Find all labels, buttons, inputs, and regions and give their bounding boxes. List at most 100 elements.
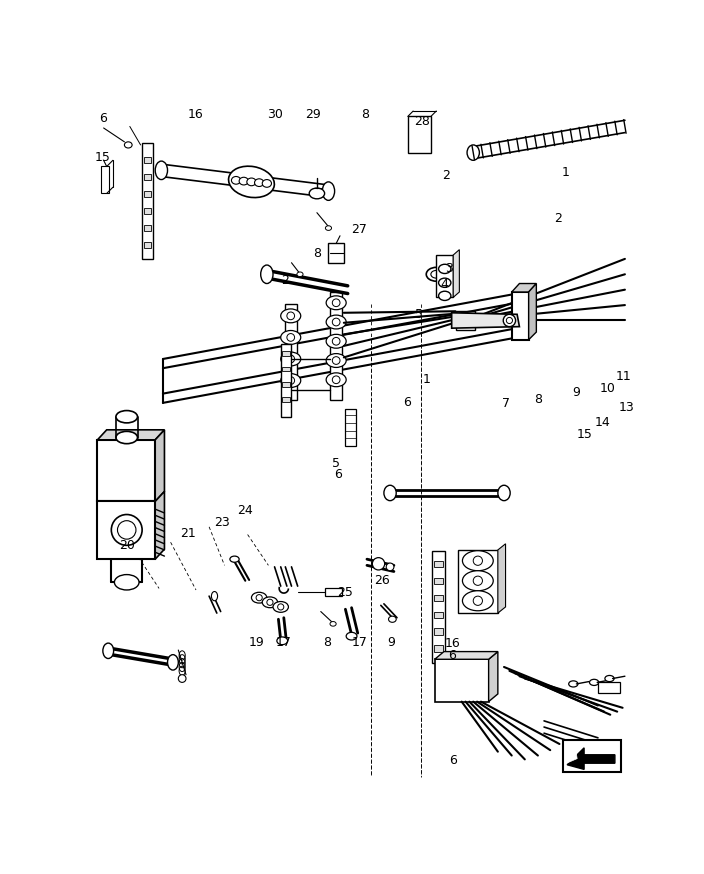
Circle shape [503,315,515,327]
Ellipse shape [260,265,273,283]
Ellipse shape [309,188,325,198]
Bar [455,311,474,330]
Ellipse shape [330,621,337,626]
Text: 26: 26 [375,574,390,587]
Text: 17: 17 [276,636,291,649]
Ellipse shape [326,354,346,367]
Ellipse shape [168,655,178,670]
Ellipse shape [325,225,332,231]
Circle shape [287,334,294,341]
Ellipse shape [431,270,441,278]
Text: 2: 2 [554,212,562,225]
Circle shape [287,377,294,385]
Text: 17: 17 [351,636,367,649]
Text: 14: 14 [595,416,610,429]
Polygon shape [567,754,577,763]
Ellipse shape [116,411,137,423]
Polygon shape [434,652,498,659]
Ellipse shape [155,161,168,179]
Ellipse shape [326,373,346,386]
Text: 21: 21 [180,527,196,540]
Bar [144,157,151,163]
Bar [282,398,290,402]
Text: 4: 4 [440,278,448,291]
Text: 7: 7 [501,397,510,410]
Bar [346,409,356,446]
Text: 6: 6 [449,754,457,767]
Circle shape [267,600,273,606]
Ellipse shape [605,676,614,682]
Text: 15: 15 [577,428,593,441]
Text: 16: 16 [188,108,204,121]
Polygon shape [512,283,536,292]
Polygon shape [498,544,505,613]
Ellipse shape [116,432,137,444]
Text: 19: 19 [249,636,264,649]
Circle shape [332,318,340,326]
Ellipse shape [589,679,598,685]
Polygon shape [512,292,529,340]
Text: 8: 8 [534,393,542,406]
Ellipse shape [326,295,346,309]
Text: 3: 3 [446,261,453,274]
Bar [144,191,151,198]
Bar [330,292,342,399]
Ellipse shape [103,643,113,658]
Ellipse shape [439,291,451,301]
Polygon shape [452,313,520,328]
Bar [434,612,444,618]
Ellipse shape [114,574,139,590]
Ellipse shape [326,316,346,329]
Text: 25: 25 [337,586,353,599]
Text: 30: 30 [267,108,282,121]
Text: 6: 6 [334,468,341,481]
Ellipse shape [439,278,451,288]
Ellipse shape [277,637,288,645]
Bar [281,343,291,417]
Circle shape [386,563,394,571]
Circle shape [178,675,186,683]
Circle shape [473,576,482,586]
Ellipse shape [467,145,479,160]
Polygon shape [97,502,155,559]
Polygon shape [97,430,165,440]
Text: 6: 6 [99,112,107,125]
Circle shape [332,337,340,345]
Bar [563,740,621,773]
Text: 13: 13 [619,401,634,414]
Text: 5: 5 [415,308,423,321]
Bar [598,683,620,693]
Bar [434,594,444,600]
Ellipse shape [463,591,494,611]
Bar [408,116,431,154]
Ellipse shape [384,485,396,501]
Polygon shape [101,166,109,193]
Polygon shape [529,283,536,340]
Ellipse shape [211,592,218,600]
Bar [458,550,498,613]
Text: 10: 10 [600,382,616,395]
Circle shape [111,515,142,545]
Bar [144,174,151,180]
Ellipse shape [125,142,132,148]
Ellipse shape [251,593,267,603]
Ellipse shape [281,352,301,366]
Ellipse shape [326,335,346,348]
Circle shape [118,521,136,539]
Bar [282,367,290,371]
Circle shape [287,355,294,363]
Polygon shape [155,491,165,559]
Ellipse shape [262,179,272,187]
Ellipse shape [297,272,303,276]
Ellipse shape [247,178,256,186]
Circle shape [332,376,340,384]
Ellipse shape [239,177,249,185]
Ellipse shape [463,551,494,571]
Ellipse shape [230,556,239,562]
Text: 29: 29 [306,108,321,121]
Ellipse shape [426,267,446,281]
Polygon shape [97,440,155,502]
Text: 11: 11 [615,371,631,383]
Circle shape [332,299,340,307]
Text: 6: 6 [448,649,456,662]
